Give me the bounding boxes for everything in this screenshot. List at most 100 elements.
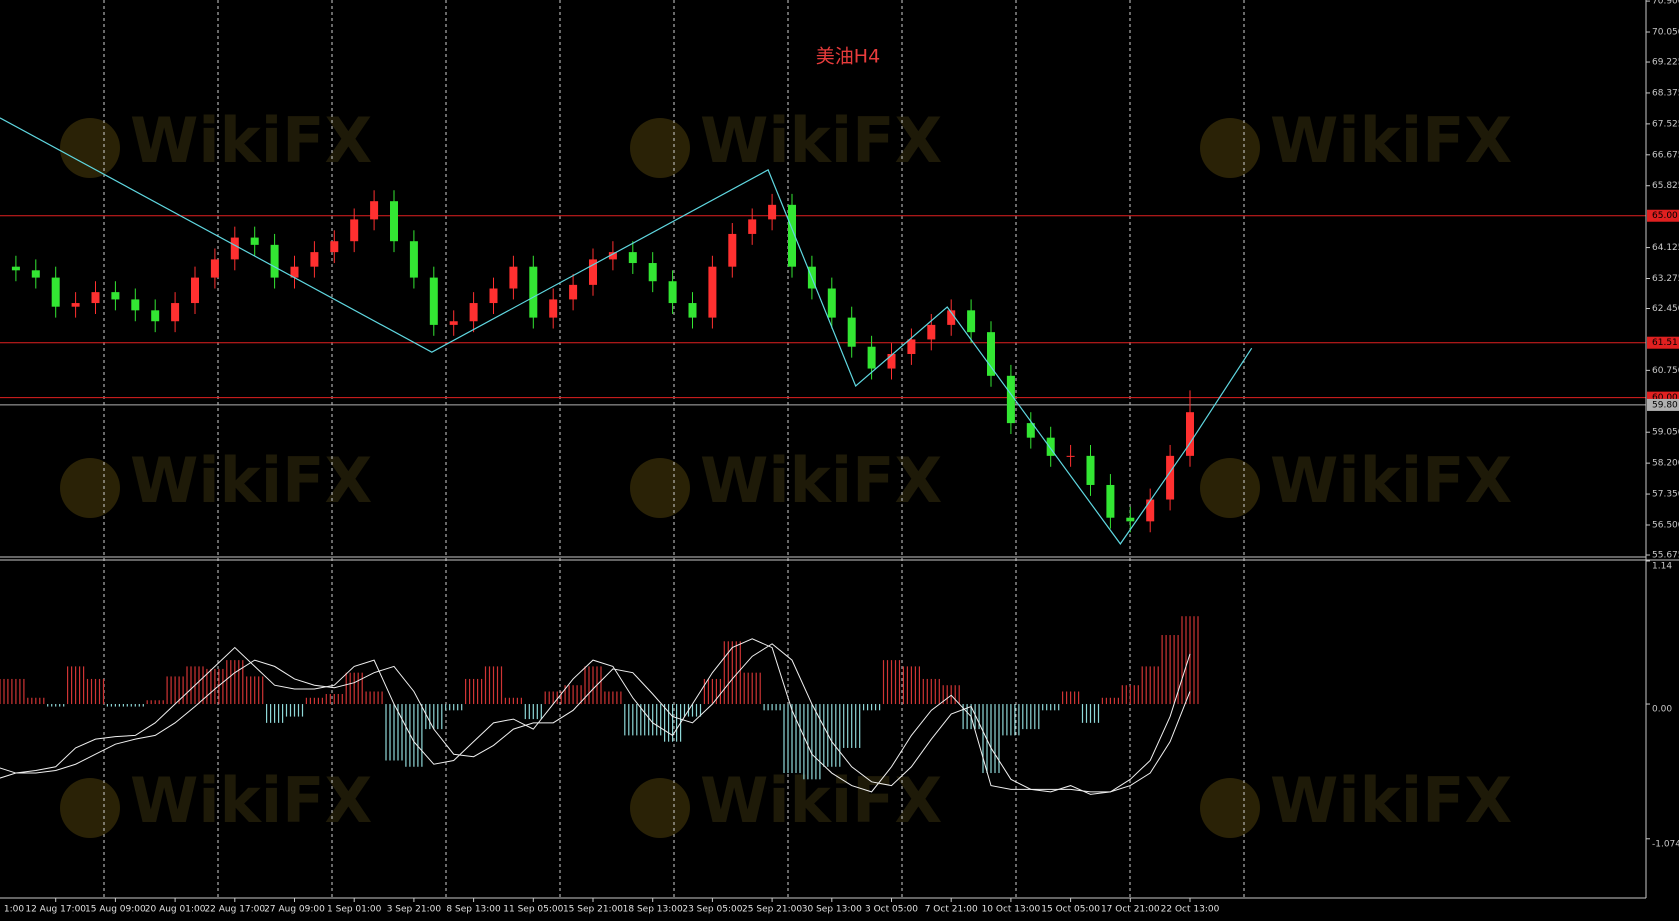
indicator-pane: [0, 616, 1199, 795]
candle-body: [987, 332, 995, 376]
candle-body: [847, 317, 856, 347]
candle-body: [1026, 423, 1035, 438]
y-tick-label: 63.275: [1652, 274, 1679, 284]
candle-body: [350, 219, 359, 242]
candle-body: [867, 346, 876, 369]
price-pane: [0, 117, 1646, 545]
y-tick-label: 64.125: [1652, 243, 1679, 253]
candle-body: [191, 277, 199, 304]
y-tick-label: 59.050: [1652, 428, 1679, 438]
y-tick-label: 58.200: [1652, 459, 1679, 469]
candle-body: [1166, 455, 1175, 500]
candle-body: [1046, 437, 1055, 456]
candle-body: [310, 252, 319, 267]
candle-body: [1086, 455, 1095, 485]
x-tick-label: 20 Aug 01:00: [145, 905, 206, 915]
x-tick-label: 15 Oct 05:00: [1041, 905, 1100, 915]
watermark: WikiFX: [130, 444, 372, 517]
y2-tick-label: 1.14: [1652, 562, 1672, 572]
x-tick-label: 1:00: [4, 905, 24, 915]
candle-body: [668, 281, 677, 304]
y-tick-label: 70.050: [1652, 28, 1679, 38]
candle-body: [927, 324, 936, 340]
watermark: WikiFX: [700, 764, 942, 837]
watermarks: WikiFX WikiFX WikiFX WikiFX WikiFX WikiFX Wiki…: [60, 104, 1512, 838]
candle-body: [230, 237, 239, 260]
watermark: WikiFX: [1270, 104, 1512, 177]
watermark-logo: [1200, 118, 1260, 178]
level-label: 61.51: [1652, 338, 1678, 348]
candle-body: [947, 310, 956, 325]
level-label-box: [1647, 209, 1679, 222]
candle-body: [1106, 484, 1115, 518]
watermark: WikiFX: [130, 764, 372, 837]
candle-body: [449, 321, 458, 325]
y-tick-label: 55.675: [1652, 550, 1679, 560]
x-tick-label: 12 Aug 17:00: [25, 905, 86, 915]
candle-body: [529, 266, 538, 318]
x-tick-label: 27 Aug 09:00: [264, 905, 325, 915]
candle-body: [748, 219, 757, 234]
level-label: 59.80: [1652, 400, 1678, 410]
y-tick-label: 62.450: [1652, 304, 1679, 314]
x-tick-label: 1 Sep 01:00: [327, 905, 382, 915]
candle-body: [409, 241, 418, 278]
candle-body: [290, 266, 299, 278]
x-tick-label: 17 Oct 21:00: [1101, 905, 1160, 915]
candle-body: [330, 241, 339, 253]
candle-body: [688, 303, 697, 318]
x-tick-label: 10 Oct 13:00: [982, 905, 1041, 915]
watermark: WikiFX: [130, 104, 372, 177]
candle-body: [370, 201, 379, 220]
candle-body: [1006, 375, 1015, 424]
macd-line: [0, 638, 1191, 795]
candle-body: [171, 303, 180, 322]
level-label: 65.00: [1652, 211, 1678, 221]
level-label-box: [1647, 336, 1679, 349]
watermark: WikiFX: [1270, 444, 1512, 517]
watermark-logo: [1200, 458, 1260, 518]
y-tick-label: 57.350: [1652, 490, 1679, 500]
candle-body: [71, 303, 80, 307]
x-tick-label: 8 Sep 13:00: [446, 905, 501, 915]
candle-body: [250, 237, 259, 245]
y-tick-label: 65.825: [1652, 181, 1679, 191]
candle-body: [708, 266, 717, 318]
watermark-logo: [60, 458, 120, 518]
watermark-logo: [60, 778, 120, 838]
candle-body: [31, 270, 40, 278]
candle-body: [907, 339, 916, 354]
candle-body: [91, 292, 100, 304]
x-tick-label: 15 Sep 21:00: [563, 905, 623, 915]
watermark: WikiFX: [700, 104, 942, 177]
chart-title: 美油H4: [816, 46, 880, 68]
candle-body: [11, 266, 20, 271]
candle-body: [210, 259, 219, 278]
y2-tick-label: -1.074: [1652, 839, 1679, 849]
candle-body: [648, 263, 657, 282]
candle-body: [887, 353, 896, 369]
y-tick-label: 67.525: [1652, 119, 1679, 129]
y-tick-label: 69.225: [1652, 58, 1679, 68]
candle-body: [1146, 499, 1155, 522]
candle-body: [768, 204, 777, 220]
candle-body: [569, 284, 578, 300]
x-tick-label: 22 Aug 17:00: [204, 905, 265, 915]
x-tick-label: 30 Sep 13:00: [802, 905, 862, 915]
level-label-box: [1647, 398, 1679, 411]
signal-line: [0, 643, 1191, 793]
x-tick-label: 3 Oct 05:00: [865, 905, 918, 915]
y-tick-label: 56.500: [1652, 520, 1679, 530]
watermark-logo: [60, 118, 120, 178]
zigzag-line: [0, 117, 1253, 545]
candle-body: [827, 288, 836, 318]
x-tick-label: 7 Oct 21:00: [925, 905, 978, 915]
candle-body: [1126, 517, 1135, 522]
candle-body: [967, 310, 976, 333]
y-tick-label: 60.750: [1652, 366, 1679, 376]
candle-body: [390, 201, 398, 242]
watermark-logo: [630, 778, 690, 838]
